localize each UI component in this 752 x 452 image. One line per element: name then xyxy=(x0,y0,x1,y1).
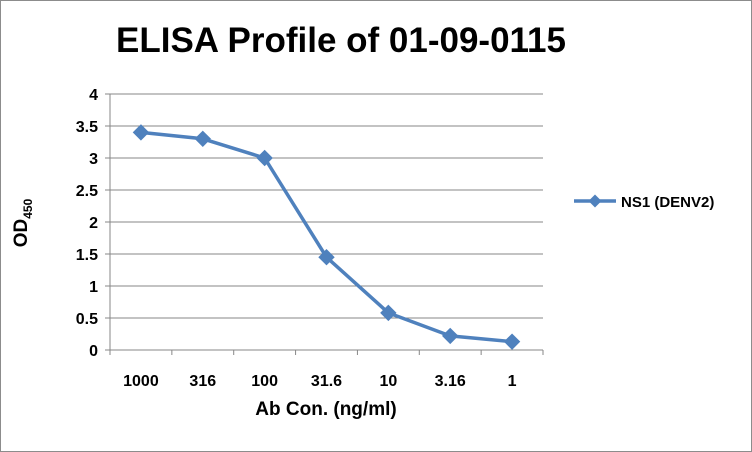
x-tick-label: 1000 xyxy=(123,373,159,390)
x-axis-label: Ab Con. (ng/ml) xyxy=(255,399,397,420)
y-tick-label: 3 xyxy=(89,151,98,168)
y-tick-label: 0 xyxy=(89,343,98,360)
y-tick-label: 2.5 xyxy=(76,183,98,200)
chart-title: ELISA Profile of 01-09-0115 xyxy=(116,21,566,60)
data-point-marker xyxy=(380,304,397,322)
data-point-marker xyxy=(256,149,273,167)
data-point-marker xyxy=(132,124,150,141)
x-tick-label: 31.6 xyxy=(311,373,342,390)
y-tick-label: 1.5 xyxy=(76,247,98,264)
legend-swatch-marker xyxy=(588,194,602,208)
data-point-marker xyxy=(318,248,335,266)
x-tick-label: 100 xyxy=(251,373,278,390)
x-tick-label: 10 xyxy=(379,373,397,390)
y-tick-label: 1 xyxy=(89,279,98,296)
legend-label: NS1 (DENV2) xyxy=(621,194,714,211)
y-tick-label: 3.5 xyxy=(76,119,98,136)
y-tick-label: 2 xyxy=(89,215,98,232)
series-line xyxy=(140,130,513,344)
y-tick-label: 4 xyxy=(89,87,98,104)
data-point-marker xyxy=(194,130,211,148)
x-tick-label: 1 xyxy=(508,373,517,390)
y-tick-label: 0.5 xyxy=(76,311,98,328)
x-tick-label: 3.16 xyxy=(435,373,466,390)
data-point-marker xyxy=(442,327,459,345)
x-tick-label: 316 xyxy=(189,373,216,390)
data-point-marker xyxy=(503,333,521,350)
